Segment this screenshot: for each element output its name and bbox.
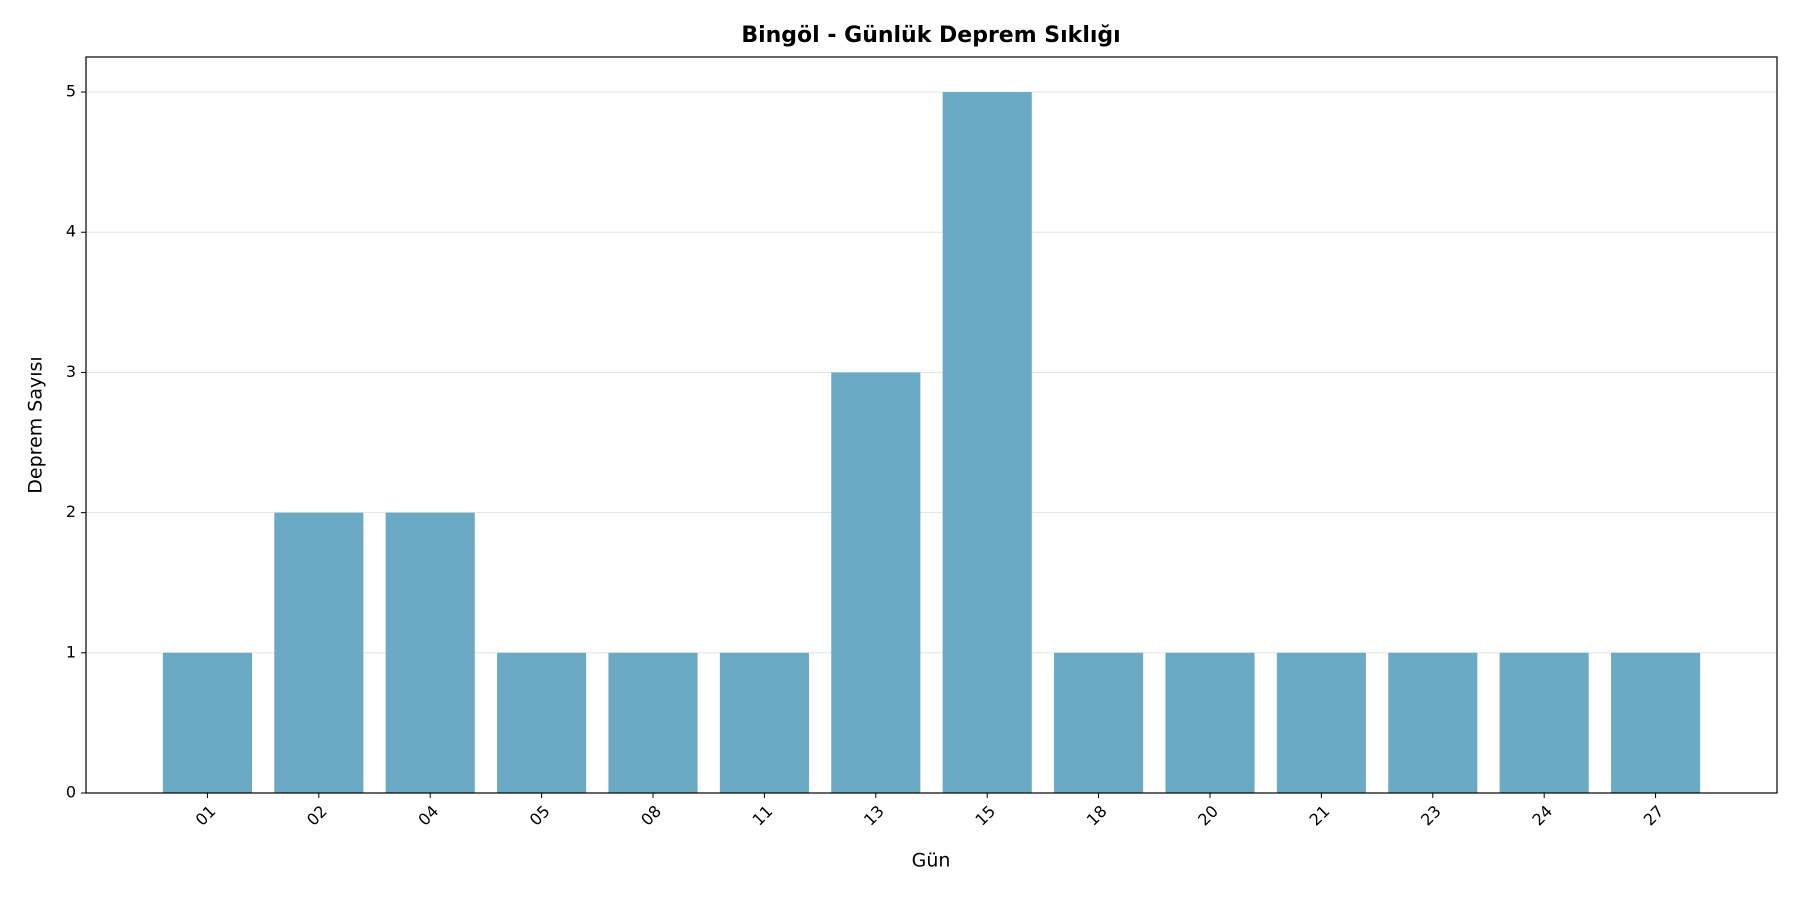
y-tick-label: 5 <box>66 82 76 101</box>
x-tick-label: 23 <box>1417 802 1445 830</box>
x-tick-label: 08 <box>637 802 665 830</box>
bar <box>274 512 364 793</box>
x-tick-label: 24 <box>1528 802 1556 830</box>
bar <box>942 92 1032 794</box>
y-tick-label: 2 <box>66 502 76 521</box>
y-tick-label: 3 <box>66 362 76 381</box>
x-tick-label: 13 <box>860 802 888 830</box>
bar <box>385 512 475 793</box>
x-tick-label: 04 <box>414 802 442 830</box>
plot-frame <box>85 56 1778 794</box>
bar <box>1611 652 1701 793</box>
bar <box>1276 652 1366 793</box>
x-tick-label: 05 <box>526 802 554 830</box>
x-tick-label: 11 <box>749 802 777 830</box>
bar <box>1499 652 1589 793</box>
x-tick-label: 15 <box>971 802 999 830</box>
bar <box>1388 652 1478 793</box>
bar <box>1165 652 1255 793</box>
bar <box>831 372 921 793</box>
bar <box>719 652 809 793</box>
x-tick-label: 02 <box>303 802 331 830</box>
x-tick-label: 27 <box>1640 802 1668 830</box>
x-tick-label: 18 <box>1083 802 1111 830</box>
bar <box>608 652 698 793</box>
bar <box>162 652 252 793</box>
chart-title: Bingöl - Günlük Deprem Sıklığı <box>741 23 1120 48</box>
x-tick-label: 21 <box>1306 802 1334 830</box>
y-tick-label: 0 <box>66 783 76 802</box>
bar <box>497 652 587 793</box>
bar <box>1054 652 1144 793</box>
y-tick-label: 1 <box>66 642 76 661</box>
x-axis-label: Gün <box>912 850 951 872</box>
y-tick-label: 4 <box>66 222 76 241</box>
y-axis-label: Deprem Sayısı <box>25 356 47 493</box>
x-tick-label: 01 <box>192 802 220 830</box>
x-tick-label: 20 <box>1194 802 1222 830</box>
